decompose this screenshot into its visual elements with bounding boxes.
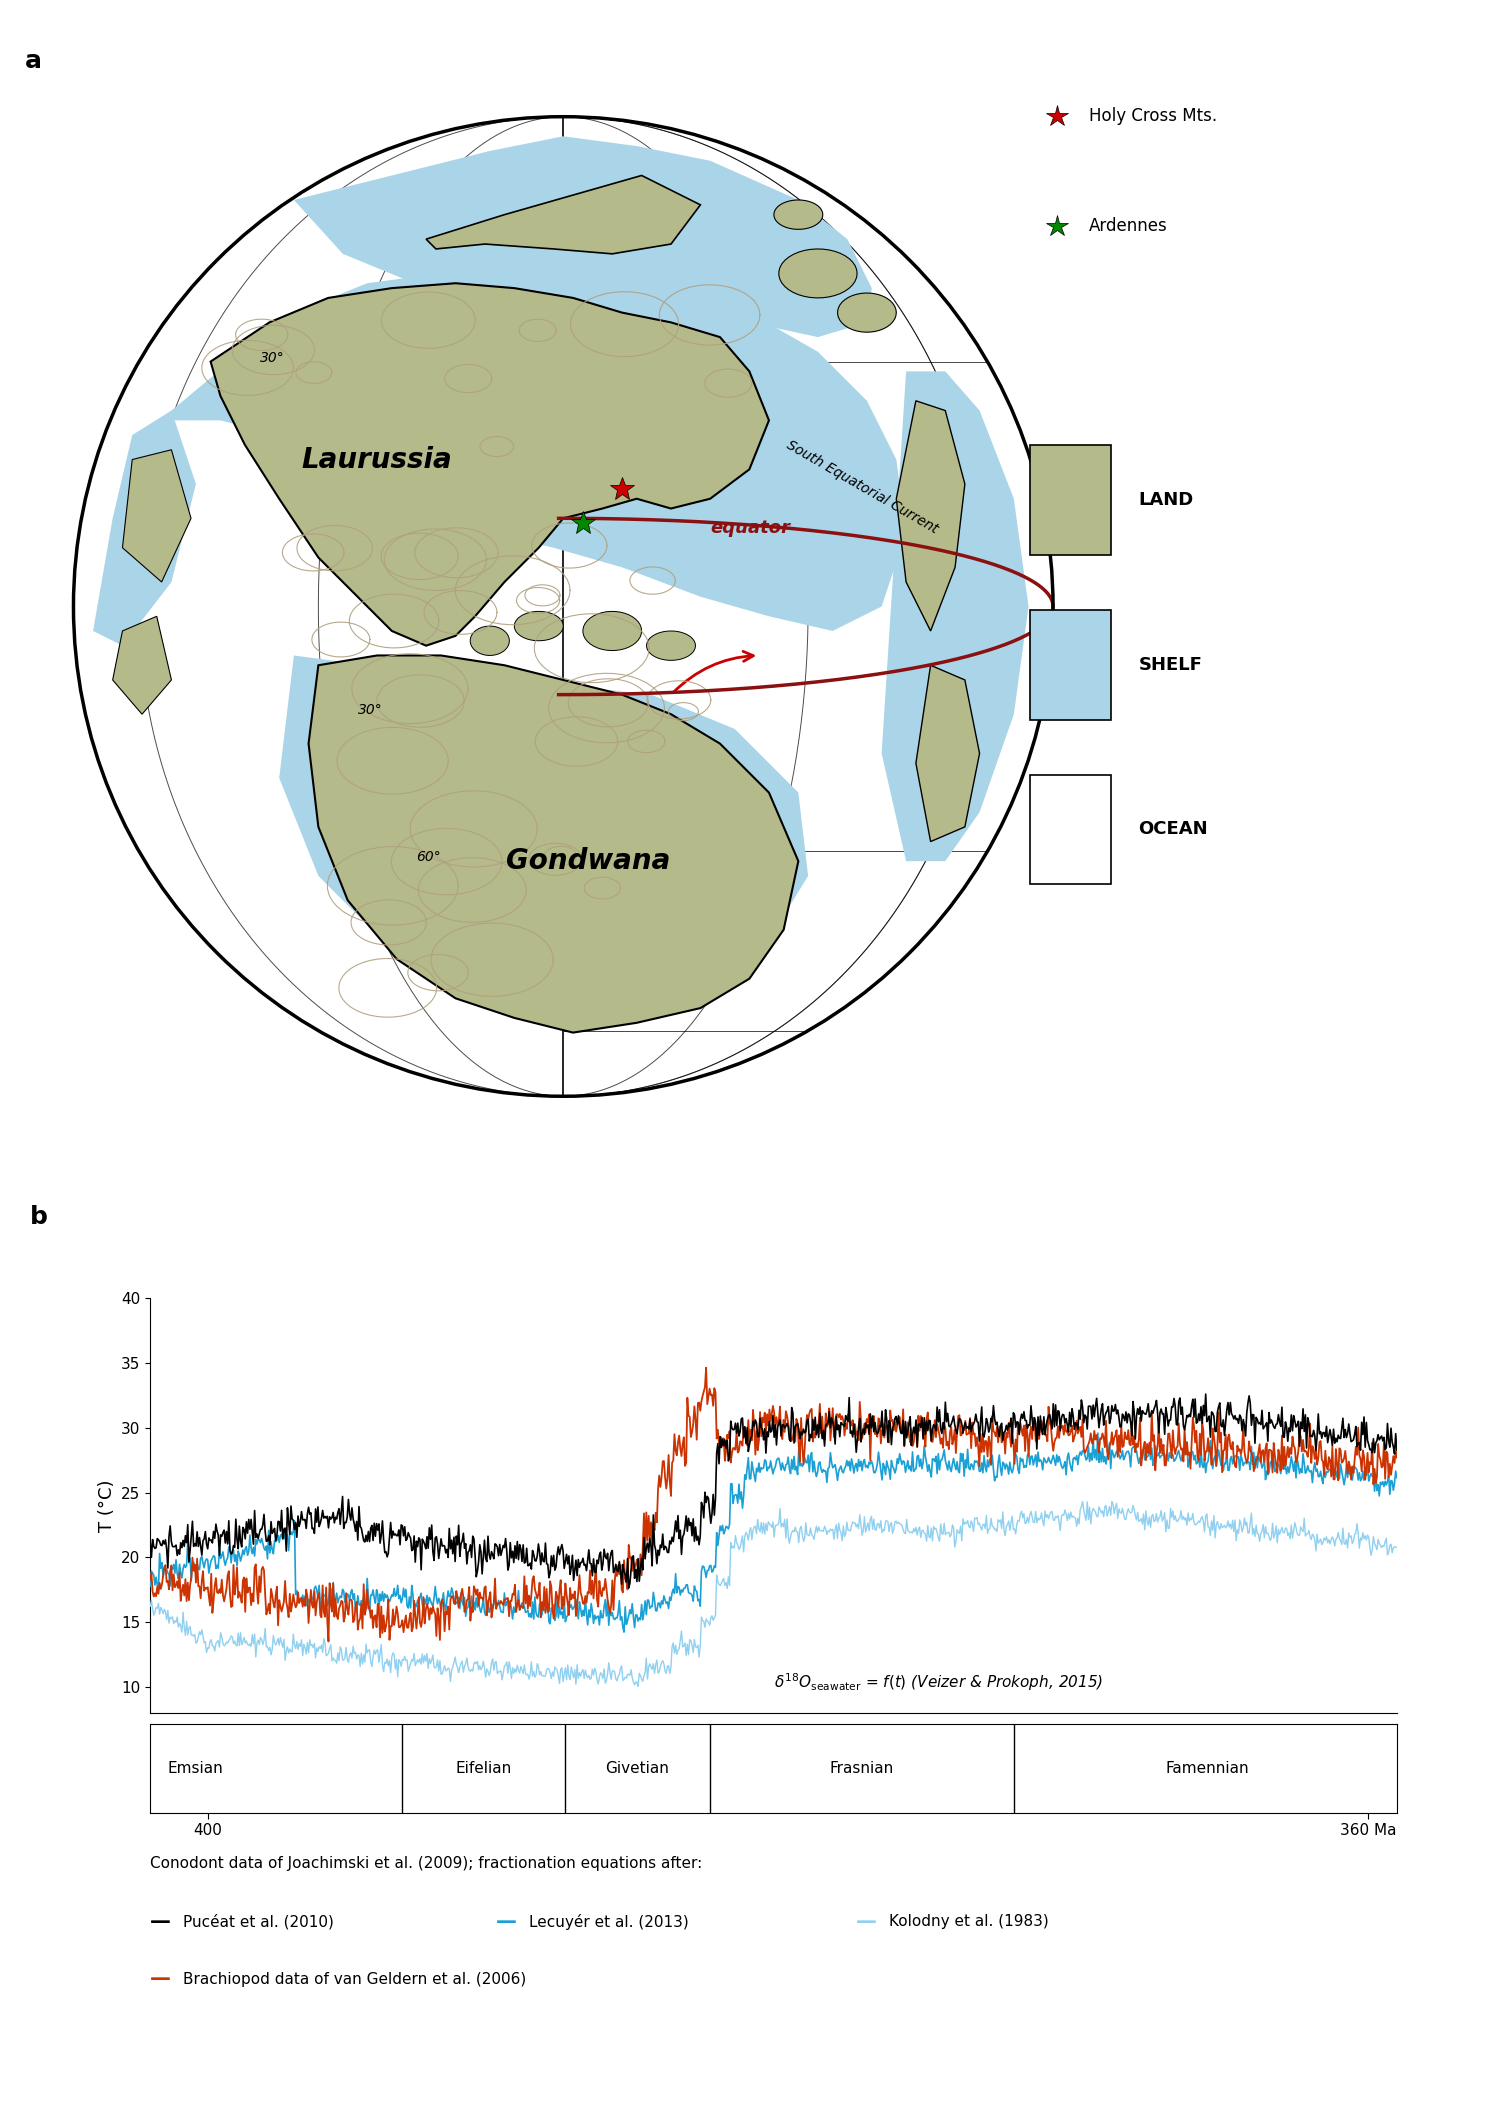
Text: SHELF: SHELF xyxy=(1139,655,1203,675)
Text: 30°: 30° xyxy=(357,702,383,717)
Polygon shape xyxy=(113,617,171,715)
Text: South Equatorial Current: South Equatorial Current xyxy=(784,438,940,536)
Text: Eifelian: Eifelian xyxy=(455,1760,512,1777)
Polygon shape xyxy=(93,411,195,645)
Text: 60°: 60° xyxy=(416,851,442,864)
Polygon shape xyxy=(838,294,897,332)
Polygon shape xyxy=(294,136,871,336)
Polygon shape xyxy=(514,611,563,641)
Polygon shape xyxy=(780,249,858,298)
Text: Ardennes: Ardennes xyxy=(1089,217,1167,234)
Text: Emsian: Emsian xyxy=(167,1760,222,1777)
Text: Lecuyér et al. (2013): Lecuyér et al. (2013) xyxy=(529,1913,688,1930)
Text: a: a xyxy=(24,49,42,72)
Text: Conodont data of Joachimski et al. (2009); fractionation equations after:: Conodont data of Joachimski et al. (2009… xyxy=(150,1856,703,1871)
Text: $\delta^{18}$O$_{\rm seawater}$ = $f(t)$ (Veizer & Prokoph, 2015): $\delta^{18}$O$_{\rm seawater}$ = $f(t)$… xyxy=(774,1670,1102,1694)
Text: 30°: 30° xyxy=(260,351,284,364)
Text: OCEAN: OCEAN xyxy=(1139,821,1208,838)
Text: b: b xyxy=(30,1204,48,1228)
Polygon shape xyxy=(774,200,823,230)
Text: equator: equator xyxy=(710,519,790,536)
Polygon shape xyxy=(882,372,1029,862)
Polygon shape xyxy=(470,626,509,655)
Polygon shape xyxy=(583,611,641,651)
Text: Gondwana: Gondwana xyxy=(506,847,670,875)
Polygon shape xyxy=(123,449,191,581)
Text: —: — xyxy=(150,1968,171,1990)
Text: —: — xyxy=(496,1911,517,1932)
Circle shape xyxy=(74,117,1053,1096)
Y-axis label: T (°C): T (°C) xyxy=(98,1479,116,1532)
Polygon shape xyxy=(646,632,695,660)
Text: Famennian: Famennian xyxy=(1166,1760,1248,1777)
Polygon shape xyxy=(897,400,964,632)
Text: LAND: LAND xyxy=(1139,492,1194,509)
Polygon shape xyxy=(162,264,906,632)
Text: Givetian: Givetian xyxy=(605,1760,670,1777)
Text: —: — xyxy=(150,1911,171,1932)
Text: Holy Cross Mts.: Holy Cross Mts. xyxy=(1089,106,1217,126)
Polygon shape xyxy=(916,666,979,841)
Polygon shape xyxy=(210,283,769,645)
Text: Brachiopod data of van Geldern et al. (2006): Brachiopod data of van Geldern et al. (2… xyxy=(183,1971,527,1988)
Polygon shape xyxy=(279,655,808,998)
FancyBboxPatch shape xyxy=(1030,611,1111,719)
Text: —: — xyxy=(856,1911,877,1932)
Text: Frasnian: Frasnian xyxy=(829,1760,894,1777)
Polygon shape xyxy=(427,174,700,253)
Text: Laurussia: Laurussia xyxy=(302,445,452,475)
Polygon shape xyxy=(308,655,799,1032)
Text: Kolodny et al. (1983): Kolodny et al. (1983) xyxy=(889,1913,1048,1930)
FancyBboxPatch shape xyxy=(1030,775,1111,885)
Text: Pucéat et al. (2010): Pucéat et al. (2010) xyxy=(183,1913,333,1930)
FancyBboxPatch shape xyxy=(1030,445,1111,555)
